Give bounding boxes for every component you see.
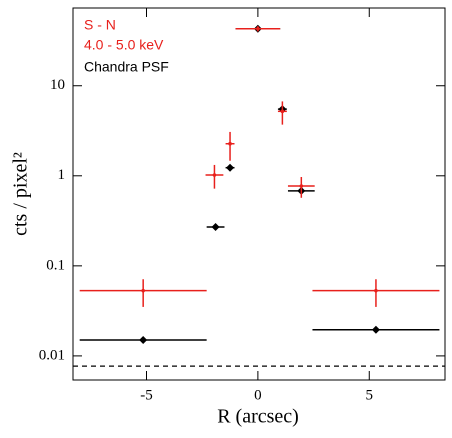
point [226,163,235,172]
y-tick-label: 10 [50,77,65,93]
point [374,288,378,293]
point [212,173,217,177]
x-tick-label: -5 [140,387,153,403]
legend-label: S - N [84,17,116,33]
x-tick-label: 5 [366,387,374,403]
x-axis-label: R (arcsec) [217,406,299,428]
point [371,325,380,334]
legend-label: Chandra PSF [84,59,169,75]
y-tick-label: 0.1 [46,257,65,273]
y-axis-label: cts / pixel² [10,152,32,236]
annotation: 4.0 - 5.0 keV [84,37,164,53]
x-tick-label: 0 [254,387,262,403]
y-tick-label: 1 [58,167,66,183]
plot-frame [72,7,446,381]
point [228,141,232,146]
point [280,109,285,114]
point [211,223,220,232]
point [256,26,260,31]
point [139,336,148,345]
point [299,184,304,188]
point [141,288,145,293]
y-tick-label: 0.01 [39,347,65,363]
